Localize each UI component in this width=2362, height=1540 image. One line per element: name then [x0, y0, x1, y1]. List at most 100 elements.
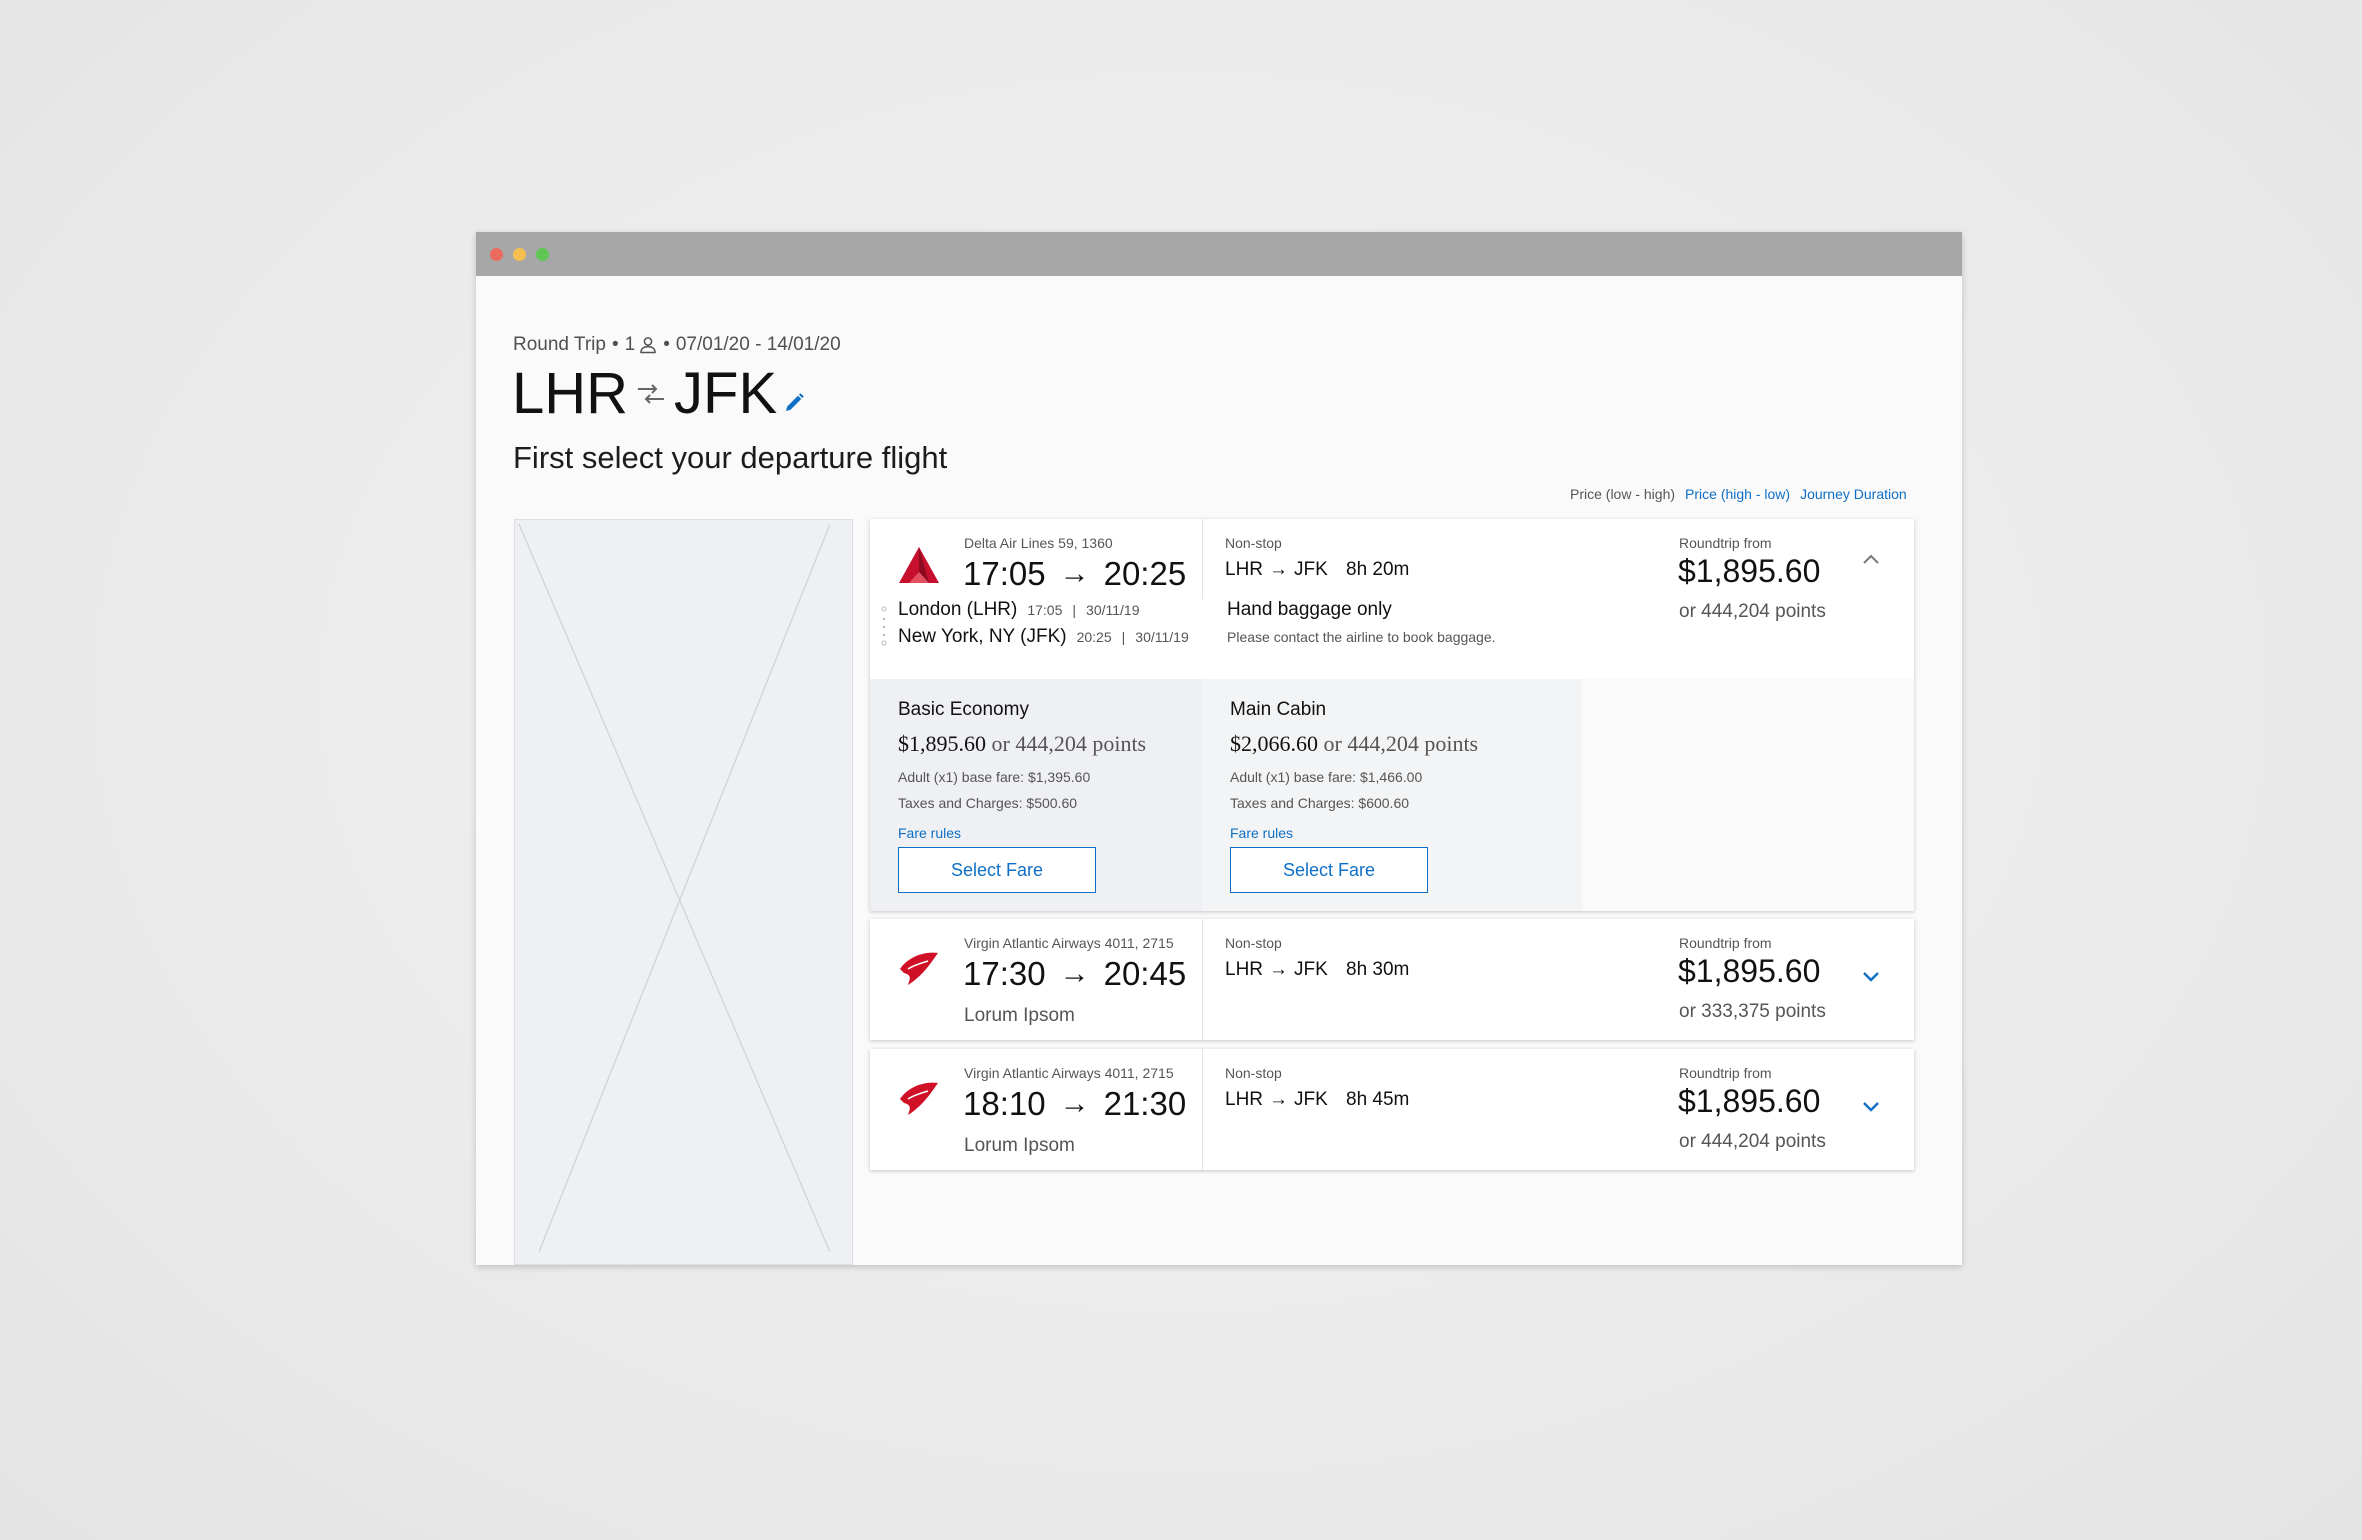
select-fare-button[interactable]: Select Fare	[898, 847, 1096, 893]
delta-logo-icon	[899, 547, 939, 583]
fare-price-amount: $2,066.60	[1230, 731, 1318, 756]
flight-subtitle: Lorum Ipsom	[964, 1005, 1075, 1026]
flight-card[interactable]: Virgin Atlantic Airways 4011, 2715 18:10…	[870, 1049, 1914, 1170]
destination-date: 30/11/19	[1135, 629, 1189, 645]
sort-journey-duration[interactable]: Journey Duration	[1800, 486, 1907, 502]
flight-duration: 8h 30m	[1346, 959, 1410, 980]
sort-price-low-high[interactable]: Price (low - high)	[1570, 486, 1676, 502]
route-destination: JFK	[1294, 959, 1328, 980]
stops-label: Non-stop	[1225, 935, 1282, 951]
price-label: Roundtrip from	[1679, 535, 1772, 551]
virgin-logo-icon	[900, 1082, 938, 1115]
points: or 333,375 points	[1679, 1001, 1826, 1022]
route-origin: LHR	[1225, 559, 1264, 580]
card-divider	[1202, 519, 1203, 599]
separator-bar: |	[1121, 629, 1126, 645]
airline-name: Delta Air Lines 59, 1360	[964, 535, 1113, 551]
separator-bar: |	[1072, 602, 1077, 618]
trip-dates: 07/01/20 - 14/01/20	[675, 334, 841, 355]
arrow-right-icon: →	[1059, 957, 1090, 990]
fare-option-empty	[1582, 679, 1914, 911]
route-codes: LHR → JFK	[1225, 1089, 1328, 1111]
flight-duration: 8h 45m	[1346, 1089, 1410, 1110]
window-titlebar	[476, 232, 1962, 276]
route-origin: LHR	[1225, 959, 1264, 980]
origin-date: 30/11/19	[1086, 602, 1140, 618]
card-divider	[1202, 919, 1203, 1040]
arrival-time: 20:45	[1103, 955, 1187, 992]
fare-options: Basic Economy $1,895.60 or 444,204 point…	[870, 679, 1914, 911]
airline-name: Virgin Atlantic Airways 4011, 2715	[964, 1065, 1174, 1081]
edit-pencil-icon[interactable]	[783, 392, 805, 414]
route-destination: JFK	[1294, 1089, 1328, 1110]
arrow-right-icon: →	[1269, 959, 1289, 980]
price-label: Roundtrip from	[1679, 1065, 1772, 1081]
fare-price-points: or 444,204 points	[991, 731, 1147, 756]
flight-times: 17:30 → 20:45	[963, 955, 1186, 993]
person-icon	[640, 337, 656, 354]
flight-subtitle: Lorum Ipsom	[964, 1135, 1075, 1156]
price: $1,895.60	[1678, 553, 1821, 589]
fare-option: Main Cabin $2,066.60 or 444,204 points A…	[1202, 679, 1582, 911]
origin-detail: London (LHR) 17:05 | 30/11/19	[898, 599, 1140, 621]
fare-base: Adult (x1) base fare: $1,395.60	[898, 769, 1091, 785]
close-window-button[interactable]	[490, 248, 503, 261]
minimize-window-button[interactable]	[513, 248, 526, 261]
arrow-right-icon: →	[1059, 557, 1090, 590]
fare-rules-link[interactable]: Fare rules	[1230, 825, 1294, 841]
origin-code: LHR	[512, 361, 629, 426]
fare-price-amount: $1,895.60	[898, 731, 986, 756]
price-label: Roundtrip from	[1679, 935, 1772, 951]
arrival-time: 21:30	[1103, 1085, 1187, 1122]
fare-option: Basic Economy $1,895.60 or 444,204 point…	[870, 679, 1202, 911]
card-divider	[1202, 1049, 1203, 1170]
arrow-right-icon: →	[1269, 559, 1289, 580]
fare-rules-link[interactable]: Fare rules	[898, 825, 962, 841]
passenger-count: 1	[624, 334, 636, 355]
arrow-right-icon: →	[1269, 1089, 1289, 1110]
filters-sidebar-placeholder	[514, 519, 853, 1265]
trip-type: Round Trip	[513, 334, 606, 355]
price: $1,895.60	[1678, 953, 1821, 989]
page-title: First select your departure flight	[513, 440, 948, 475]
destination-time: 20:25	[1076, 629, 1112, 645]
route-codes: LHR → JFK	[1225, 559, 1328, 581]
route-dots-icon	[881, 606, 887, 646]
chevron-down-icon[interactable]	[1860, 965, 1882, 987]
arrival-time: 20:25	[1103, 555, 1187, 592]
flight-times: 17:05 → 20:25	[963, 555, 1186, 593]
fare-price: $1,895.60 or 444,204 points	[898, 731, 1146, 757]
stops-label: Non-stop	[1225, 1065, 1282, 1081]
flight-duration: 8h 20m	[1346, 559, 1410, 580]
fare-taxes: Taxes and Charges: $600.60	[1230, 795, 1410, 811]
stops-label: Non-stop	[1225, 535, 1282, 551]
chevron-up-icon[interactable]	[1860, 549, 1882, 571]
origin-time: 17:05	[1027, 602, 1063, 618]
separator: •	[611, 334, 619, 355]
fare-name: Basic Economy	[898, 699, 1029, 720]
flight-card[interactable]: Delta Air Lines 59, 1360 17:05 → 20:25 L…	[870, 519, 1914, 911]
maximize-window-button[interactable]	[536, 248, 549, 261]
destination-detail: New York, NY (JFK) 20:25 | 30/11/19	[898, 626, 1189, 648]
fare-base: Adult (x1) base fare: $1,466.00	[1230, 769, 1423, 785]
route-destination: JFK	[1294, 559, 1328, 580]
flight-card-header[interactable]: Virgin Atlantic Airways 4011, 2715 17:30…	[870, 919, 1914, 1040]
arrow-right-icon: →	[1059, 1087, 1090, 1120]
flight-card[interactable]: Virgin Atlantic Airways 4011, 2715 17:30…	[870, 919, 1914, 1040]
separator: •	[663, 334, 670, 355]
trip-summary: Round Trip • 1 • 07/01/20 - 14/01/20	[513, 334, 841, 356]
flight-times: 18:10 → 21:30	[963, 1085, 1186, 1123]
departure-time: 17:05	[963, 555, 1046, 592]
sort-price-high-low[interactable]: Price (high - low)	[1685, 486, 1791, 502]
fare-name: Main Cabin	[1230, 699, 1327, 720]
chevron-down-icon[interactable]	[1860, 1095, 1882, 1117]
flight-card-header[interactable]: Virgin Atlantic Airways 4011, 2715 18:10…	[870, 1049, 1914, 1170]
baggage-note: Please contact the airline to book bagga…	[1227, 629, 1496, 645]
flight-card-header[interactable]: Delta Air Lines 59, 1360 17:05 → 20:25 L…	[870, 519, 1914, 679]
points: or 444,204 points	[1679, 601, 1826, 622]
departure-time: 18:10	[963, 1085, 1046, 1122]
fare-taxes: Taxes and Charges: $500.60	[898, 795, 1078, 811]
select-fare-button[interactable]: Select Fare	[1230, 847, 1428, 893]
virgin-logo-icon	[900, 952, 938, 985]
placeholder-cross-icon	[518, 523, 831, 1253]
